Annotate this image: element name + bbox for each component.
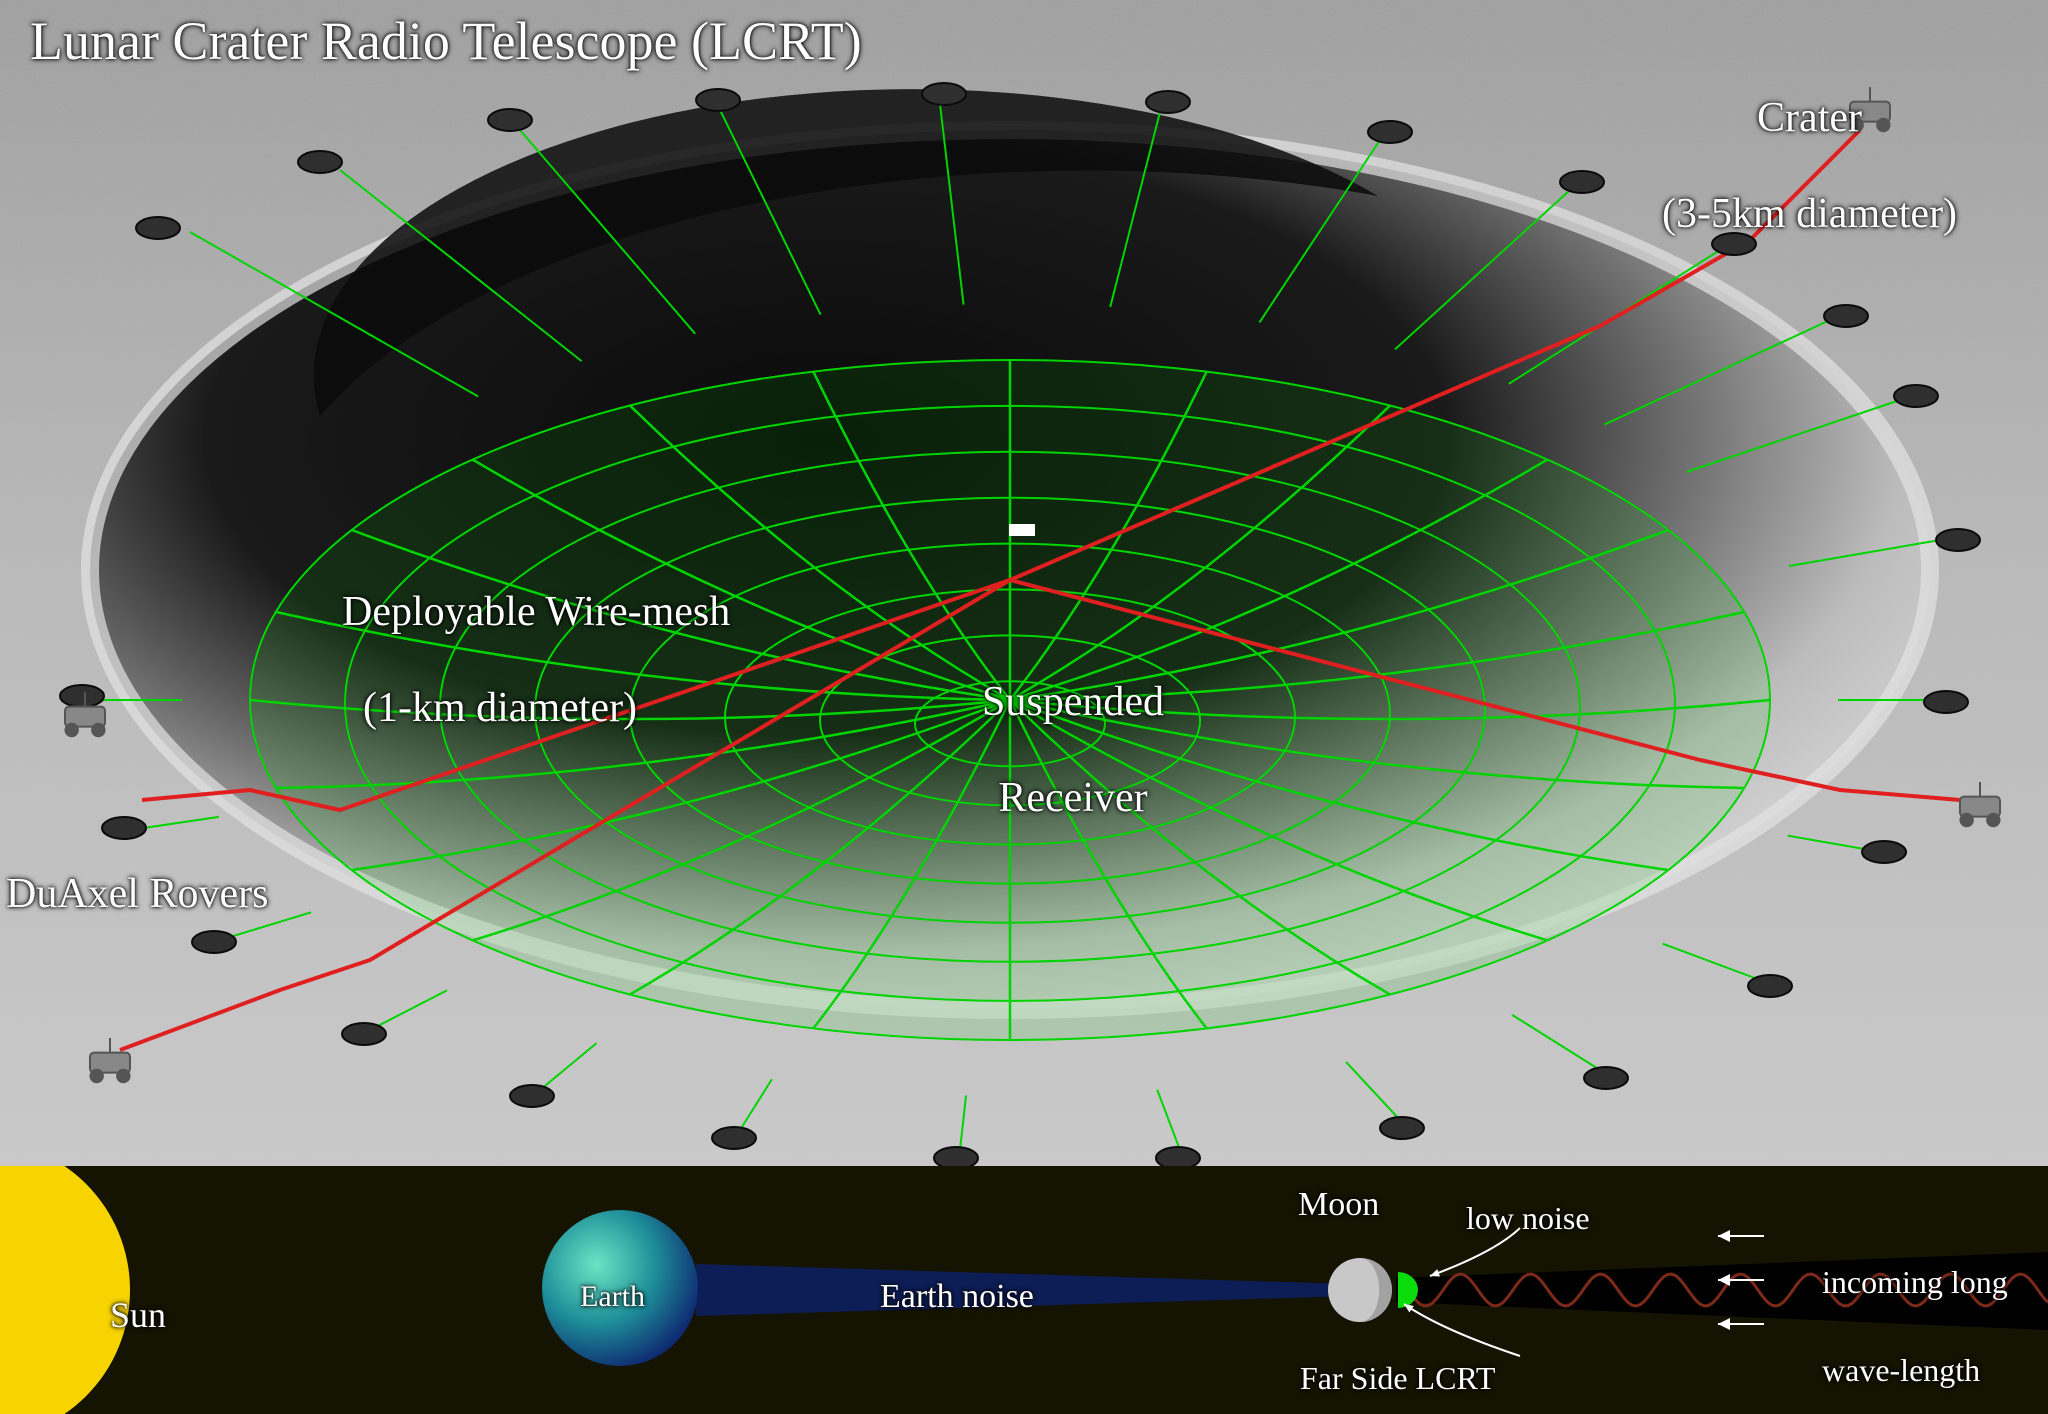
receiver-label-line1: Suspended [982,679,1164,725]
incoming-label-line1: incoming long [1822,1264,2008,1300]
low-noise-label: low noise [1466,1200,1590,1237]
receiver-label: Suspended Receiver [940,630,1164,870]
lcrt-label: Far Side LCRT [1300,1360,1495,1397]
earth-noise-label: Earth noise [880,1278,1034,1316]
crater-label-line1: Crater [1757,95,1862,141]
earth-label: Earth [580,1280,645,1314]
receiver-icon [1009,524,1035,536]
mesh-label-line1: Deployable Wire-mesh [342,589,730,635]
crater-label: Crater (3-5km diameter) [1620,46,1957,286]
mesh-label: Deployable Wire-mesh (1-km diameter) [300,540,730,780]
receiver-label-line2: Receiver [998,775,1147,821]
incoming-label: incoming long wave-length radio emission [1790,1216,2010,1414]
bottom-panel [0,1140,2048,1414]
rovers-label: DuAxel Rovers [6,870,268,918]
title-label: Lunar Crater Radio Telescope (LCRT) [30,10,862,72]
incoming-label-line2: wave-length [1822,1352,1980,1388]
crater-label-line2: (3-5km diameter) [1662,191,1957,237]
sun-label: Sun [110,1294,166,1336]
mesh-label-line2: (1-km diameter) [363,685,637,731]
moon-label: Moon [1298,1186,1379,1224]
